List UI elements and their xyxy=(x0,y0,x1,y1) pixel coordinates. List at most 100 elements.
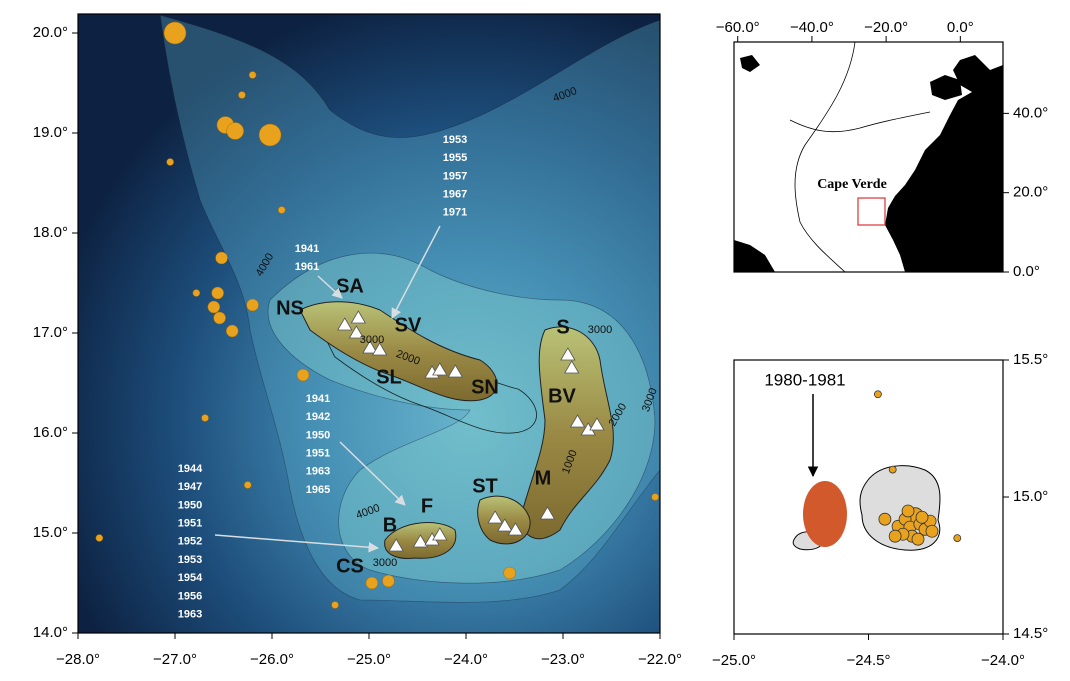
earthquake xyxy=(226,325,238,337)
year-note: 1950 xyxy=(306,429,330,441)
earthquake xyxy=(164,22,186,44)
earthquake xyxy=(193,290,200,297)
x-tick-label: −40.0° xyxy=(790,19,834,36)
earthquake xyxy=(249,72,256,79)
earthquake xyxy=(244,482,251,489)
earthquake xyxy=(227,123,244,140)
y-tick-label: 18.0° xyxy=(33,224,68,241)
year-note: 1952 xyxy=(178,536,202,548)
year-note: 1947 xyxy=(178,481,202,493)
island-label: SN xyxy=(471,376,499,398)
earthquake xyxy=(874,391,881,398)
earthquake xyxy=(926,525,938,537)
earthquake xyxy=(247,299,259,311)
y-tick-label: 14.5° xyxy=(1013,625,1048,642)
earthquake xyxy=(297,369,309,381)
page: {"main_map": { "xlim": [-28, -22], "ylim… xyxy=(0,0,1070,681)
year-note: 1971 xyxy=(443,207,467,219)
y-tick-label: 15.5° xyxy=(1013,351,1048,368)
contour-label: 3000 xyxy=(588,324,612,336)
x-tick-label: −28.0° xyxy=(56,651,100,668)
x-tick-label: −60.0° xyxy=(716,19,760,36)
year-note: 1950 xyxy=(178,499,202,511)
x-tick-label: −26.0° xyxy=(250,651,294,668)
earthquake xyxy=(216,252,228,264)
year-note: 1965 xyxy=(306,484,330,496)
island-label: ST xyxy=(472,475,498,497)
y-tick-label: 14.0° xyxy=(33,624,68,641)
year-note: 1955 xyxy=(443,152,467,164)
earthquake xyxy=(259,124,281,146)
contour-label: 3000 xyxy=(373,557,397,569)
earthquake xyxy=(214,312,226,324)
figure: NS SA SV SL SN S BV M ST F B CS 1953 1955 1957 1967 1971… xyxy=(0,0,1070,676)
island-label: NS xyxy=(276,297,304,319)
x-tick-label: −20.0° xyxy=(864,19,908,36)
x-tick-label: −22.0° xyxy=(638,651,682,668)
earthquake xyxy=(366,577,378,589)
contour-label: 3000 xyxy=(360,334,384,346)
x-tick-label: −25.0° xyxy=(347,651,391,668)
y-tick-label: 17.0° xyxy=(33,324,68,341)
year-note: 1941 xyxy=(306,393,330,405)
year-note: 1953 xyxy=(178,554,202,566)
earthquake xyxy=(212,287,224,299)
earthquake xyxy=(916,511,928,523)
swarm-region xyxy=(803,481,847,547)
year-note: 1961 xyxy=(295,261,319,273)
x-tick-label: 0.0° xyxy=(947,19,974,36)
earthquake xyxy=(382,575,394,587)
earthquake xyxy=(889,530,901,542)
year-note: 1963 xyxy=(306,466,330,478)
island-label: BV xyxy=(548,385,576,407)
y-tick-label: 0.0° xyxy=(1013,263,1040,280)
location-label: Cape Verde xyxy=(817,177,887,192)
year-note: 1944 xyxy=(178,463,203,475)
y-tick-label: 40.0° xyxy=(1013,104,1048,121)
y-tick-label: 19.0° xyxy=(33,124,68,141)
earthquake xyxy=(902,505,914,517)
x-tick-label: −24.0° xyxy=(444,651,488,668)
year-note: 1953 xyxy=(443,134,467,146)
location-map: Cape Verde xyxy=(734,42,1003,272)
earthquake xyxy=(504,567,516,579)
year-note: 1942 xyxy=(306,411,330,423)
swarm-label: 1980-1981 xyxy=(764,370,845,389)
island-label: F xyxy=(421,495,433,517)
earthquake xyxy=(167,159,174,166)
earthquake xyxy=(912,533,924,545)
earthquake xyxy=(238,92,245,99)
year-note: 1967 xyxy=(443,189,467,201)
earthquake xyxy=(202,415,209,422)
island-label: SL xyxy=(376,366,402,388)
island-label: SV xyxy=(395,314,422,336)
x-tick-label: −27.0° xyxy=(153,651,197,668)
year-note: 1957 xyxy=(443,170,467,182)
island-label: B xyxy=(383,514,397,536)
year-note: 1941 xyxy=(295,243,319,255)
earthquake xyxy=(652,494,659,501)
y-tick-label: 16.0° xyxy=(33,424,68,441)
island-label: M xyxy=(535,467,552,489)
earthquake xyxy=(879,513,891,525)
earthquake xyxy=(889,466,896,473)
island-label: CS xyxy=(336,555,364,577)
year-note: 1956 xyxy=(178,590,202,602)
year-note: 1963 xyxy=(178,609,202,621)
x-tick-label: −24.5° xyxy=(847,652,891,669)
year-note: 1951 xyxy=(306,448,330,460)
x-tick-label: −24.0° xyxy=(981,652,1025,669)
island-label: SA xyxy=(336,275,364,297)
detail-map: 1980-1981 xyxy=(734,360,1003,634)
earthquake xyxy=(332,602,339,609)
x-tick-label: −25.0° xyxy=(712,652,756,669)
earthquake xyxy=(954,535,961,542)
year-note: 1951 xyxy=(178,518,202,530)
y-tick-label: 20.0° xyxy=(33,24,68,41)
earthquake xyxy=(208,301,220,313)
y-tick-label: 20.0° xyxy=(1013,184,1048,201)
island-label: S xyxy=(556,316,569,338)
year-note: 1954 xyxy=(178,572,203,584)
x-tick-label: −23.0° xyxy=(541,651,585,668)
main-map-background: NS SA SV SL SN S BV M ST F B CS 1953 1955 1957 1967 1971… xyxy=(78,14,660,633)
